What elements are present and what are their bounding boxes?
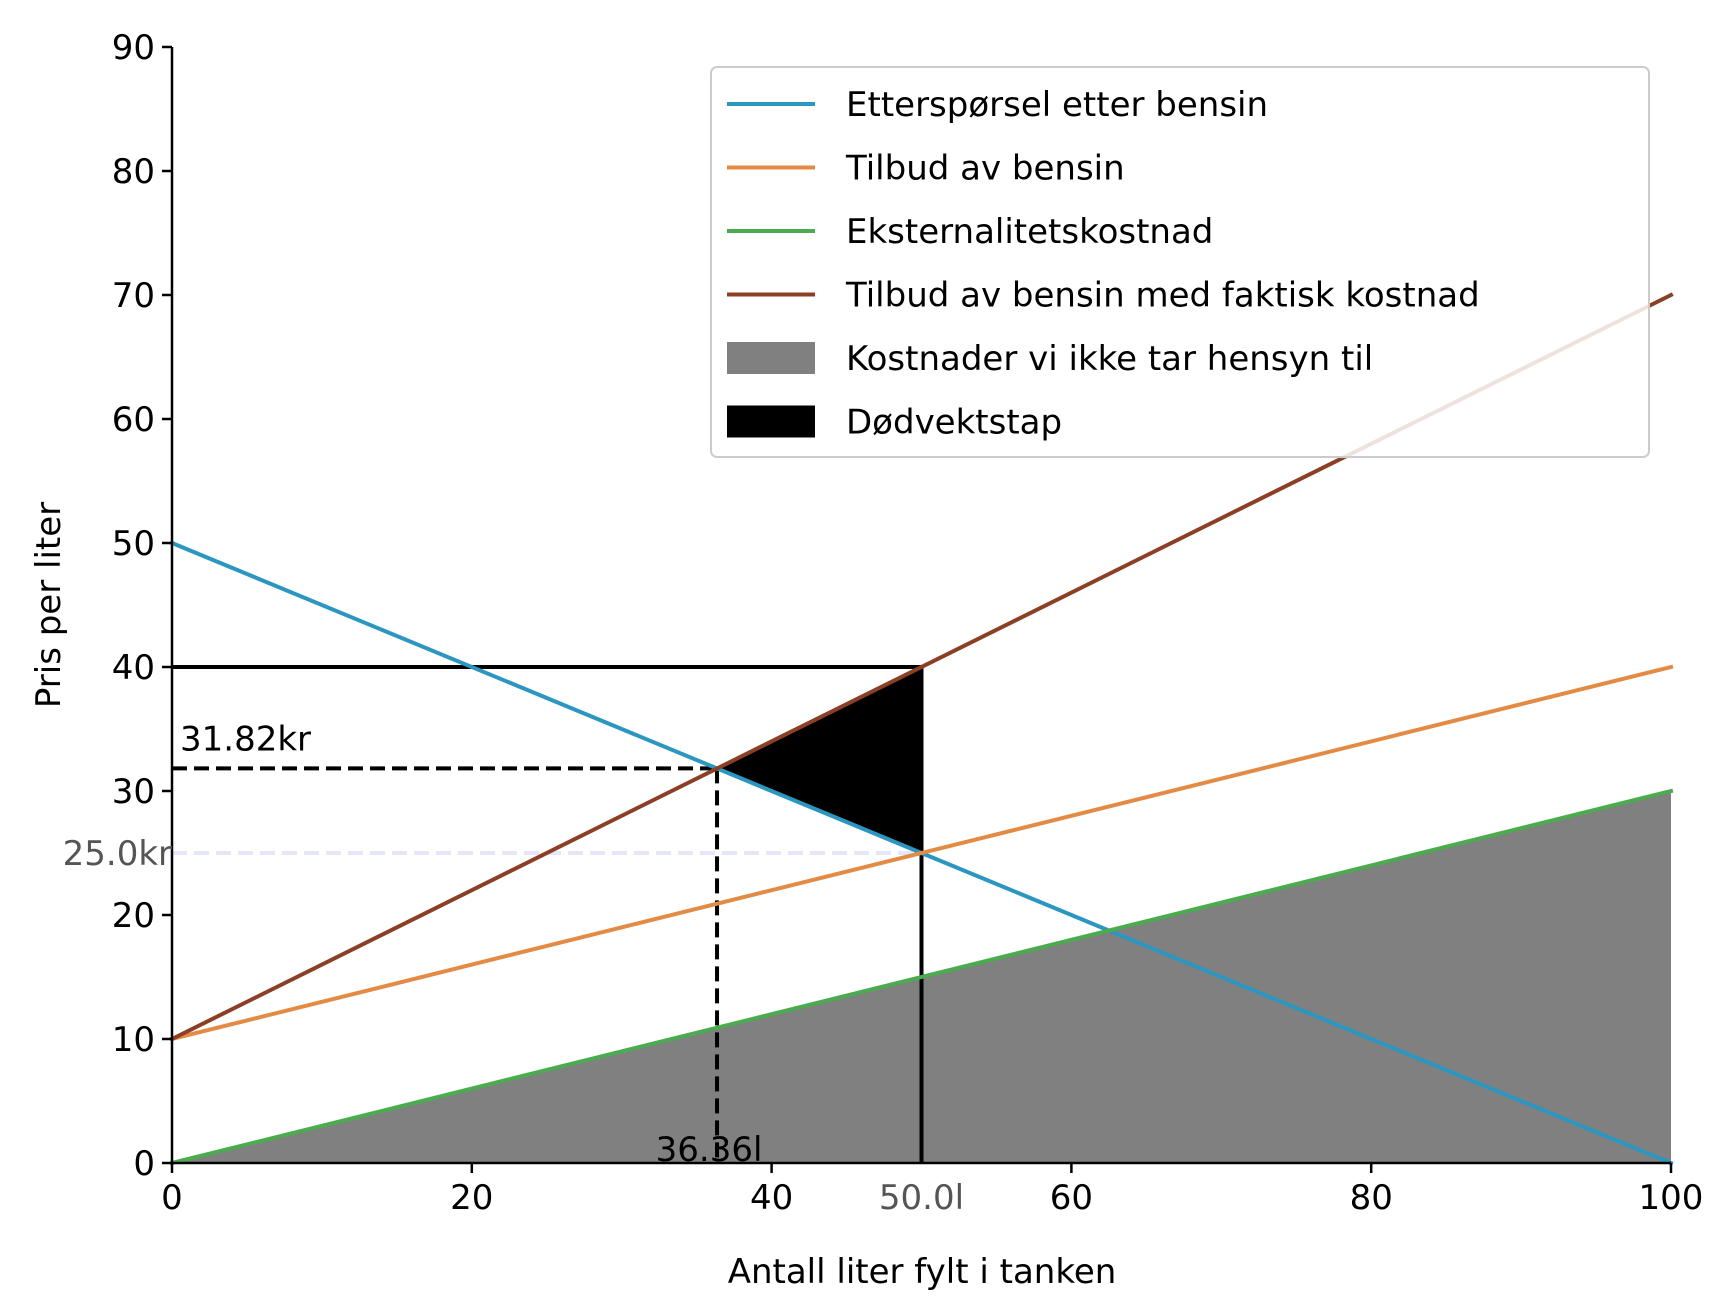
legend-frame (710, 66, 1650, 458)
legend-label-1: Tilbud av bensin (845, 149, 1125, 189)
y-tick-label-80: 80 (112, 152, 155, 192)
legend-label-3: Tilbud av bensin med faktisk kostnad (845, 276, 1480, 316)
series-line-1 (169, 664, 1674, 1042)
y-tick-label-90: 90 (112, 28, 155, 68)
y-tick-label-60: 60 (112, 400, 155, 440)
area-1 (717, 667, 922, 853)
y-tick-label-50: 50 (112, 524, 155, 564)
x-tick-label-80: 80 (1350, 1178, 1393, 1218)
x-tick-label-40: 40 (750, 1178, 793, 1218)
y-tick-label-20: 20 (112, 896, 155, 936)
annotation-1: 36.36l (656, 1130, 763, 1170)
legend-label-0: Etterspørsel etter bensin (846, 85, 1268, 125)
y-tick-label-10: 10 (112, 1020, 155, 1060)
y-tick-label-40: 40 (112, 648, 155, 688)
annotation-0: 31.82kr (180, 719, 311, 759)
legend-label-5: Dødvektstap (846, 403, 1062, 443)
x-tick-label-100: 100 (1639, 1178, 1704, 1218)
series-line-2 (169, 788, 1674, 1166)
x-axis-label: Antall liter fylt i tanken (728, 1252, 1117, 1292)
annotations-layer: 31.82kr 36.36l 25.0kr 50.0l (63, 719, 964, 1218)
y-tick-label-0: 0 (133, 1144, 155, 1184)
x-tick-label-20: 20 (450, 1178, 493, 1218)
y-axis-label: Pris per liter (29, 502, 69, 708)
annotation-2: 25.0kr (63, 834, 172, 874)
y-tick-label-30: 30 (112, 772, 155, 812)
x-tick-label-0: 0 (161, 1178, 183, 1218)
legend-patch-4 (727, 342, 815, 374)
legend-label-4: Kostnader vi ikke tar hensyn til (846, 339, 1373, 379)
y-tick-label-70: 70 (112, 276, 155, 316)
x-tick-label-60: 60 (1050, 1178, 1093, 1218)
axes-layer: 0 20 40 60 80 100 0 10 20 30 40 50 60 70 80 90 (112, 28, 1704, 1218)
annotation-3: 50.0l (879, 1178, 964, 1218)
legend-label-2: Eksternalitetskostnad (846, 212, 1213, 252)
legend-patch-5 (727, 405, 815, 438)
legend: Etterspørsel etter bensin Tilbud av bensi… (710, 66, 1650, 458)
